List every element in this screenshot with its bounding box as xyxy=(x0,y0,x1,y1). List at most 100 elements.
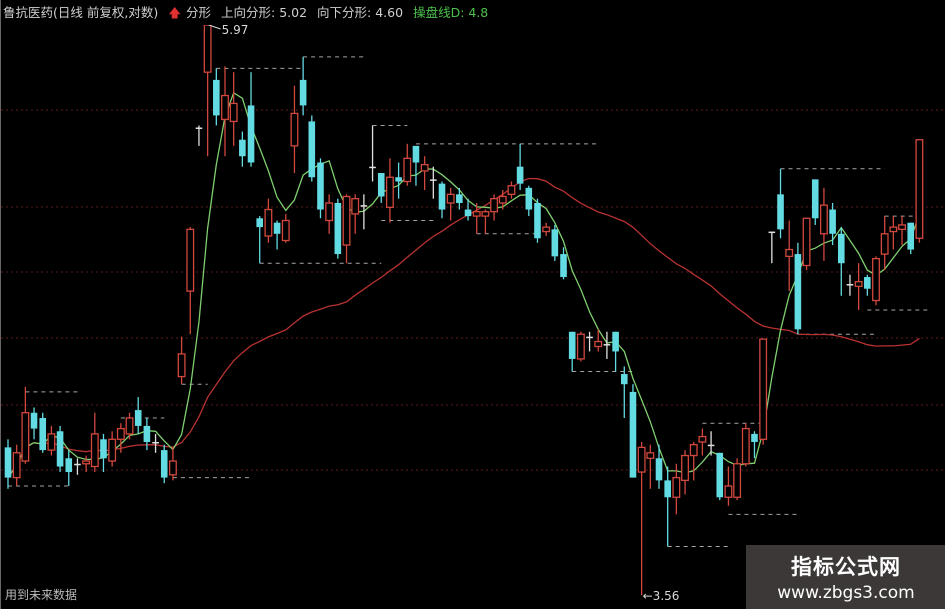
candle[interactable] xyxy=(195,125,203,146)
candle[interactable] xyxy=(534,198,541,243)
candle[interactable] xyxy=(420,156,429,191)
candle[interactable] xyxy=(395,162,402,199)
candle[interactable] xyxy=(325,194,334,234)
candle[interactable] xyxy=(221,66,229,157)
candle[interactable] xyxy=(698,428,707,456)
candle[interactable] xyxy=(203,24,212,157)
candle[interactable] xyxy=(490,194,499,221)
candle[interactable] xyxy=(560,247,567,280)
candle[interactable] xyxy=(629,384,637,478)
candle[interactable] xyxy=(759,338,768,445)
candle[interactable] xyxy=(247,72,255,167)
candle[interactable] xyxy=(689,441,698,481)
candle[interactable] xyxy=(90,412,99,473)
candle[interactable] xyxy=(47,425,56,456)
candle[interactable] xyxy=(785,220,794,292)
candle[interactable] xyxy=(125,412,134,440)
candle[interactable] xyxy=(620,366,628,418)
candle[interactable] xyxy=(594,329,603,352)
candle[interactable] xyxy=(915,139,924,243)
candle[interactable] xyxy=(100,433,107,473)
candle[interactable] xyxy=(516,143,524,191)
candle[interactable] xyxy=(872,256,880,306)
candle[interactable] xyxy=(481,209,490,234)
candle[interactable] xyxy=(360,194,368,230)
candle[interactable] xyxy=(542,222,551,237)
candle[interactable] xyxy=(134,397,142,434)
candle[interactable] xyxy=(412,145,420,186)
indicator-name[interactable]: 分形 xyxy=(186,5,212,20)
candle[interactable] xyxy=(403,143,412,186)
candle[interactable] xyxy=(472,202,481,234)
candle[interactable] xyxy=(273,220,281,250)
candle[interactable] xyxy=(664,466,671,547)
candle[interactable] xyxy=(160,444,168,484)
candle[interactable] xyxy=(4,439,12,489)
candle[interactable] xyxy=(741,423,750,467)
candle[interactable] xyxy=(239,131,246,167)
candle[interactable] xyxy=(837,227,845,296)
candle[interactable] xyxy=(829,202,836,246)
candle[interactable] xyxy=(351,194,360,234)
candle[interactable] xyxy=(65,450,73,486)
candle[interactable] xyxy=(603,331,611,359)
candle[interactable] xyxy=(551,224,559,261)
candle[interactable] xyxy=(108,431,117,467)
candle[interactable] xyxy=(854,263,863,311)
candle[interactable] xyxy=(186,227,195,335)
candle[interactable] xyxy=(290,85,299,174)
candle[interactable] xyxy=(369,125,376,182)
candle[interactable] xyxy=(525,185,533,217)
candle[interactable] xyxy=(299,56,307,116)
candle[interactable] xyxy=(672,463,681,515)
candle[interactable] xyxy=(576,331,585,362)
candle[interactable] xyxy=(716,452,724,501)
candle[interactable] xyxy=(507,181,516,199)
candle[interactable] xyxy=(30,407,38,440)
candle[interactable] xyxy=(681,450,689,495)
candle[interactable] xyxy=(777,168,784,239)
candle[interactable] xyxy=(143,417,151,451)
candle[interactable] xyxy=(768,231,776,264)
candle[interactable] xyxy=(256,216,264,264)
candle[interactable] xyxy=(880,216,889,271)
candle[interactable] xyxy=(430,166,437,199)
candle[interactable] xyxy=(342,194,351,264)
candle[interactable] xyxy=(56,425,64,473)
candle[interactable] xyxy=(168,447,177,481)
candle[interactable] xyxy=(334,198,342,259)
candle[interactable] xyxy=(74,458,81,475)
candle[interactable] xyxy=(733,458,742,501)
candle[interactable] xyxy=(152,433,159,453)
candle[interactable] xyxy=(464,198,472,221)
candle[interactable] xyxy=(177,336,186,385)
candle[interactable] xyxy=(794,242,802,335)
candle[interactable] xyxy=(377,173,385,203)
candle[interactable] xyxy=(281,213,290,243)
candle[interactable] xyxy=(308,115,316,182)
candle[interactable] xyxy=(846,274,854,296)
candle[interactable] xyxy=(889,216,898,250)
candle[interactable] xyxy=(39,412,47,453)
candle[interactable] xyxy=(264,198,273,243)
candle[interactable] xyxy=(907,222,915,255)
candle[interactable] xyxy=(724,466,733,506)
candle[interactable] xyxy=(802,217,811,271)
candle[interactable] xyxy=(213,68,220,126)
candle[interactable] xyxy=(116,423,125,453)
candle[interactable] xyxy=(456,187,463,210)
candle[interactable] xyxy=(898,216,906,246)
candle[interactable] xyxy=(21,386,30,464)
candle[interactable] xyxy=(811,179,819,225)
candle[interactable] xyxy=(438,181,446,219)
candle[interactable] xyxy=(229,72,238,146)
candle[interactable] xyxy=(655,444,663,489)
candle[interactable] xyxy=(12,444,21,486)
candle[interactable] xyxy=(646,444,655,489)
candle[interactable] xyxy=(317,158,324,219)
candle[interactable] xyxy=(498,190,507,210)
candle[interactable] xyxy=(82,455,91,473)
candle[interactable] xyxy=(751,431,758,459)
candle[interactable] xyxy=(612,331,619,372)
